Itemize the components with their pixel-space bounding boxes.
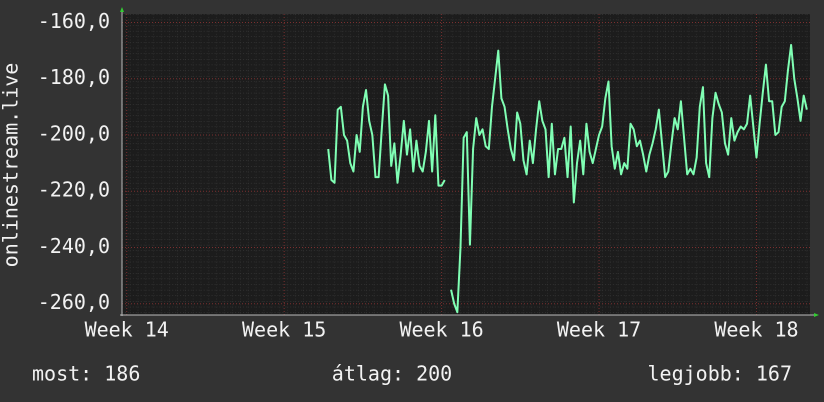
x-arrow (814, 313, 819, 317)
y-tick-label: -220,0 (38, 178, 110, 202)
x-tick-label: Week 15 (242, 318, 326, 342)
y-tick-label: -240,0 (38, 234, 110, 258)
x-tick-label: Week 16 (399, 318, 483, 342)
footer-average: átlag: 200 (332, 362, 452, 386)
y-arrow (120, 7, 124, 12)
y-axis-label: onlinestream.live (0, 63, 23, 268)
footer-current: most: 186 (32, 362, 140, 386)
x-tick-label: Week 18 (714, 318, 798, 342)
footer-best: legjobb: 167 (648, 362, 793, 386)
series-line (327, 43, 808, 314)
x-tick-label: Week 17 (557, 318, 641, 342)
y-tick-label: -180,0 (38, 65, 110, 89)
x-tick-label: Week 14 (85, 318, 169, 342)
y-tick-label: -160,0 (38, 9, 110, 33)
y-tick-label: -200,0 (38, 121, 110, 145)
y-tick-label: -260,0 (38, 290, 110, 314)
